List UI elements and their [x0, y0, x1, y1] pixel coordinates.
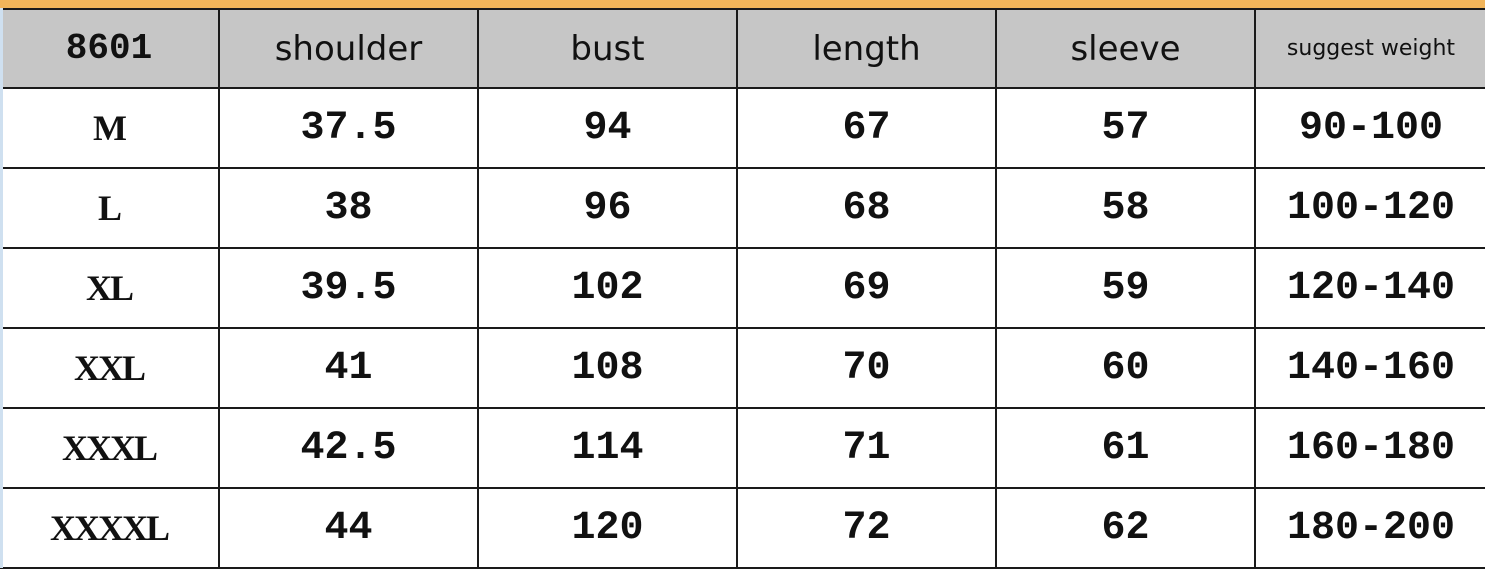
header-shoulder: shoulder: [218, 8, 479, 89]
cell-size: XL: [0, 247, 220, 329]
cell-sleeve: 59: [995, 247, 1256, 329]
cell-length: 67: [736, 87, 997, 169]
cell-sleeve: 57: [995, 87, 1256, 169]
cell-length: 72: [736, 487, 997, 569]
cell-suggest-weight: 120-140: [1254, 247, 1485, 329]
cell-shoulder: 39.5: [218, 247, 479, 329]
cell-sleeve: 58: [995, 167, 1256, 249]
cell-length: 69: [736, 247, 997, 329]
cell-shoulder: 41: [218, 327, 479, 409]
header-length: length: [736, 8, 997, 89]
cell-bust: 120: [477, 487, 738, 569]
cell-sleeve: 62: [995, 487, 1256, 569]
cell-shoulder: 38: [218, 167, 479, 249]
left-edge: [0, 8, 3, 568]
cell-bust: 94: [477, 87, 738, 169]
cell-sleeve: 60: [995, 327, 1256, 409]
cell-shoulder: 42.5: [218, 407, 479, 489]
cell-size: L: [0, 167, 220, 249]
cell-sleeve: 61: [995, 407, 1256, 489]
header-row: 8601 shoulder bust length sleeve suggest…: [0, 8, 1485, 89]
top-accent-bar: [0, 0, 1485, 8]
table-row: XXL 41 108 70 60 140-160: [0, 327, 1485, 409]
table-row: L 38 96 68 58 100-120: [0, 167, 1485, 249]
cell-size: M: [0, 87, 220, 169]
header-bust: bust: [477, 8, 738, 89]
cell-size: XXXL: [0, 407, 220, 489]
cell-suggest-weight: 90-100: [1254, 87, 1485, 169]
cell-bust: 102: [477, 247, 738, 329]
cell-shoulder: 44: [218, 487, 479, 569]
cell-suggest-weight: 140-160: [1254, 327, 1485, 409]
cell-shoulder: 37.5: [218, 87, 479, 169]
cell-bust: 96: [477, 167, 738, 249]
cell-length: 71: [736, 407, 997, 489]
table-row: XXXL 42.5 114 71 61 160-180: [0, 407, 1485, 489]
cell-size: XXXXL: [0, 487, 220, 569]
cell-length: 70: [736, 327, 997, 409]
table-row: XXXXL 44 120 72 62 180-200: [0, 487, 1485, 569]
header-sleeve: sleeve: [995, 8, 1256, 89]
cell-bust: 114: [477, 407, 738, 489]
cell-suggest-weight: 180-200: [1254, 487, 1485, 569]
cell-length: 68: [736, 167, 997, 249]
header-suggest-weight: suggest weight: [1254, 8, 1485, 89]
table-row: M 37.5 94 67 57 90-100: [0, 87, 1485, 169]
cell-suggest-weight: 160-180: [1254, 407, 1485, 489]
size-chart-table: 8601 shoulder bust length sleeve suggest…: [0, 8, 1485, 569]
cell-size: XXL: [0, 327, 220, 409]
header-model: 8601: [0, 8, 220, 89]
table-row: XL 39.5 102 69 59 120-140: [0, 247, 1485, 329]
cell-bust: 108: [477, 327, 738, 409]
cell-suggest-weight: 100-120: [1254, 167, 1485, 249]
